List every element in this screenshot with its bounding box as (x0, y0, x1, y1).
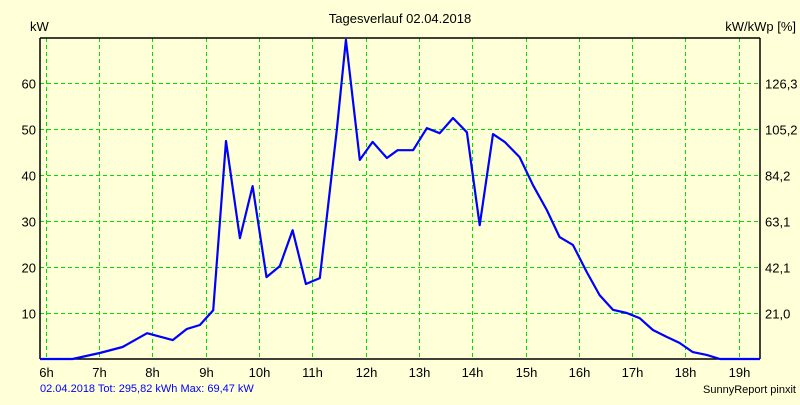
y-axis-label: kW (30, 19, 50, 34)
series-line-kw (40, 38, 760, 361)
grid (40, 38, 760, 359)
y2-tick-label: 105,2 (765, 123, 798, 138)
y-tick-label: 50 (22, 123, 36, 138)
x-tick-label: 13h (409, 365, 431, 380)
ticks: 6h 7h 8h 9h 10h 11h 12h 13h 14h 15h 16h 17h 18h 19h 10… (22, 77, 798, 381)
y-tick-label: 10 (22, 307, 36, 322)
x-tick-label: 18h (675, 365, 697, 380)
x-tick-label: 14h (462, 365, 484, 380)
x-tick-label: 11h (302, 365, 323, 380)
chart-title: Tagesverlauf 02.04.2018 (329, 11, 471, 26)
y-tick-label: 20 (22, 261, 36, 276)
y2-tick-label: 126,3 (765, 77, 798, 92)
x-tick-label: 8h (145, 365, 159, 380)
y2-tick-label: 84,2 (765, 169, 790, 184)
x-tick-label: 16h (569, 365, 591, 380)
x-tick-label: 19h (729, 365, 751, 380)
x-tick-label: 9h (199, 365, 213, 380)
y-tick-label: 60 (22, 77, 36, 92)
y2-axis-label: kW/kWp [%] (725, 19, 796, 34)
x-tick-label: 10h (249, 365, 271, 380)
x-tick-label: 15h (516, 365, 538, 380)
y2-tick-label: 21,0 (765, 307, 790, 322)
x-tick-label: 6h (39, 365, 53, 380)
footer-summary: 02.04.2018 Tot: 295,82 kWh Max: 69,47 kW (40, 383, 254, 395)
x-tick-label: 17h (622, 365, 644, 380)
y2-tick-label: 63,1 (765, 215, 790, 230)
y-tick-label: 30 (22, 215, 36, 230)
x-tick-label: 7h (92, 365, 106, 380)
plot-frame (39, 37, 761, 360)
y-tick-label: 40 (22, 169, 36, 184)
x-tick-label: 12h (356, 365, 378, 380)
footer-credit: SunnyReport pinxit (703, 384, 796, 396)
y2-tick-label: 42,1 (765, 261, 790, 276)
